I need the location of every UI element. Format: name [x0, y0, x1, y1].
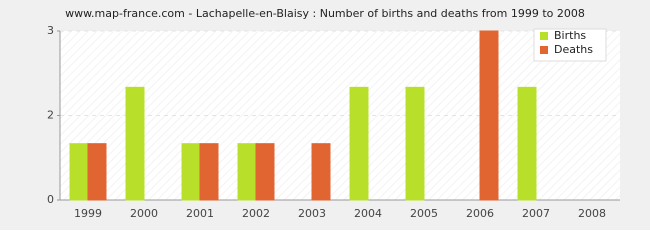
x-tick-label: 1999	[74, 207, 102, 220]
bar	[311, 143, 331, 201]
legend-label: Births	[554, 29, 586, 42]
bar	[237, 143, 257, 201]
bar	[349, 86, 369, 201]
x-tick-label: 2000	[130, 207, 158, 220]
bar	[479, 30, 499, 201]
x-tick-label: 2001	[186, 207, 214, 220]
x-tick-label: 2002	[242, 207, 270, 220]
bar	[255, 143, 275, 201]
x-tick-label: 2005	[410, 207, 438, 220]
x-tick-label: 2007	[522, 207, 550, 220]
bar	[69, 143, 89, 201]
y-tick-label: 3	[47, 24, 54, 37]
x-tick-label: 2003	[298, 207, 326, 220]
bar	[405, 86, 425, 201]
chart-title: www.map-france.com - Lachapelle-en-Blais…	[65, 7, 585, 20]
y-tick-label: 2	[47, 109, 54, 122]
x-tick-label: 2004	[354, 207, 382, 220]
bar	[125, 86, 145, 201]
bar	[199, 143, 219, 201]
x-tick-label: 2008	[578, 207, 606, 220]
bar	[87, 143, 107, 201]
legend-swatch	[540, 32, 548, 40]
legend-label: Deaths	[554, 43, 593, 56]
bar	[181, 143, 201, 201]
page: {"chart_data": {"type": "bar", "title": …	[0, 0, 650, 230]
y-tick-label: 0	[47, 193, 54, 206]
legend-swatch	[540, 46, 548, 54]
bar	[517, 86, 537, 201]
x-tick-label: 2006	[466, 207, 494, 220]
chart: www.map-france.com - Lachapelle-en-Blais…	[0, 0, 650, 230]
